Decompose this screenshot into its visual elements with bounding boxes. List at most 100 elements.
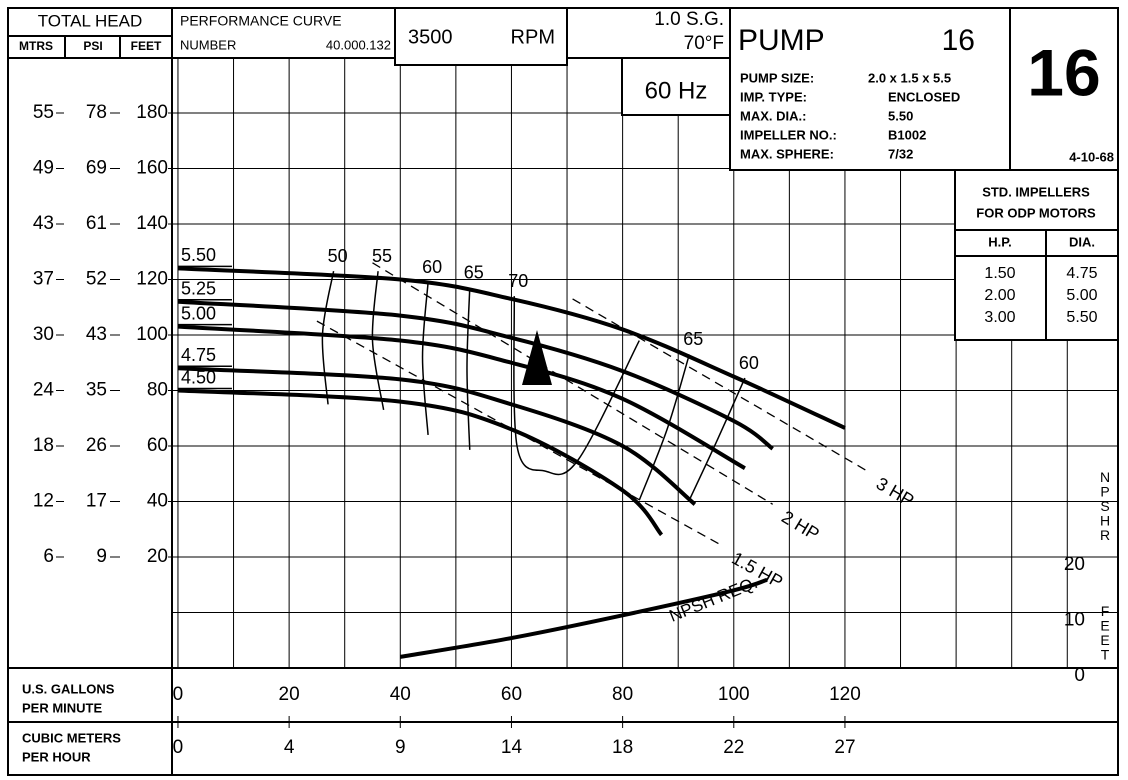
header: TOTAL HEAD MTRS PSI FEET PERFORMANCE CUR…	[19, 9, 1114, 326]
x-tick-label: 100	[718, 684, 750, 705]
axes: 2096401712602618803524100433012052371406…	[22, 102, 1110, 764]
spec-label: IMP. TYPE:	[740, 89, 807, 104]
temp: 70°F	[684, 33, 724, 54]
efficiency-label: 50	[328, 246, 348, 266]
x2-tick-label: 27	[834, 737, 855, 758]
table-cell: 5.00	[1066, 287, 1097, 304]
y-tick-label: 140	[136, 213, 168, 234]
mtrs-tick-label: 37	[33, 269, 54, 290]
spec-value: B1002	[888, 127, 926, 142]
y2-tick-label: 10	[1064, 610, 1085, 631]
mtrs-tick-label: 30	[33, 324, 54, 345]
hp-line	[316, 320, 723, 547]
spec-value: 7/32	[888, 146, 913, 161]
x-tick-label: 20	[279, 684, 300, 705]
impeller-table: STD. IMPELLERS FOR ODP MOTORS H.P. DIA. 1.50…	[976, 184, 1097, 326]
psi-tick-label: 52	[86, 269, 107, 290]
efficiency-label: 60	[422, 257, 442, 277]
psi-tick-label: 78	[86, 102, 107, 123]
y2-tick-label: 0	[1074, 665, 1085, 686]
y2-tick-label: 20	[1064, 554, 1085, 575]
curve-label: 5.25	[181, 278, 216, 298]
y-tick-label: 180	[136, 102, 168, 123]
efficiency-label: 55	[372, 246, 392, 266]
mtrs: MTRS	[19, 39, 53, 53]
efficiency-label: 65	[683, 329, 703, 349]
efficiency-curve	[321, 271, 335, 405]
y-tick-label: 40	[147, 491, 168, 512]
spec-value: 5.50	[888, 108, 913, 123]
x-axis-label: PER MINUTE	[22, 700, 103, 715]
curve	[399, 577, 768, 659]
table-title: STD. IMPELLERS	[982, 184, 1090, 199]
x2-tick-label: 14	[501, 737, 523, 758]
table-title: FOR ODP MOTORS	[976, 205, 1096, 220]
efficiency-curve	[513, 296, 640, 476]
mtrs-tick-label: 18	[33, 435, 54, 456]
x2-tick-label: 9	[395, 737, 406, 758]
mtrs-tick-label: 12	[33, 491, 54, 512]
performance-curve: PERFORMANCE CURVE	[180, 13, 342, 29]
x-axis-label: U.S. GALLONS	[22, 681, 115, 696]
efficiency-label: 65	[464, 263, 484, 283]
big-number: 16	[1027, 35, 1100, 109]
curve-label: 5.00	[181, 303, 216, 323]
spec-label: IMPELLER NO.:	[740, 127, 837, 142]
curve-label: 4.75	[181, 345, 216, 365]
total-head: TOTAL HEAD	[38, 11, 143, 30]
table-header: DIA.	[1069, 234, 1095, 249]
y-tick-label: 100	[136, 324, 168, 345]
table-cell: 1.50	[984, 265, 1015, 282]
psi: PSI	[83, 39, 102, 53]
efficiency-curve	[688, 377, 746, 501]
pump-number: 16	[942, 24, 975, 57]
y-tick-label: 20	[147, 546, 168, 567]
x-tick-label: 80	[612, 684, 633, 705]
y-tick-label: 120	[136, 269, 168, 290]
curve-label: 4.50	[181, 367, 216, 387]
psi-tick-label: 69	[86, 158, 107, 179]
feet: FEET	[131, 39, 162, 53]
curve	[177, 266, 846, 430]
efficiency-label: 70	[508, 271, 528, 291]
specs: PUMP SIZE: 2.0 x 1.5 x 5.5 IMP. TYPE: ENCLO…	[740, 70, 960, 161]
curve-label: 5.50	[181, 245, 216, 265]
hp-line	[572, 298, 868, 472]
curve-label: NPSH REQ.	[666, 573, 760, 626]
mtrs-tick-label: 55	[33, 102, 54, 123]
table-header: H.P.	[988, 234, 1012, 249]
psi-tick-label: 17	[86, 491, 107, 512]
y-tick-label: 160	[136, 158, 168, 179]
x2-axis-label: PER HOUR	[22, 749, 91, 764]
hp-line	[372, 262, 774, 505]
x2-tick-label: 0	[173, 737, 184, 758]
table-cell: 3.00	[984, 309, 1015, 326]
x2-tick-label: 22	[723, 737, 744, 758]
y-tick-label: 80	[147, 380, 168, 401]
table-cell: 2.00	[984, 287, 1015, 304]
mtrs-tick-label: 49	[33, 158, 54, 179]
curve-number: 40.000.132	[326, 37, 391, 52]
psi-tick-label: 35	[86, 380, 107, 401]
efficiency-curve	[466, 287, 471, 450]
table-cell: 4.75	[1066, 265, 1097, 282]
rpm-unit: RPM	[511, 26, 555, 48]
hz: 60 Hz	[645, 77, 708, 104]
efficiency-curve	[371, 271, 385, 411]
y-tick-label: 60	[147, 435, 168, 456]
psi-tick-label: 9	[96, 546, 107, 567]
x2-tick-label: 18	[612, 737, 633, 758]
mtrs-tick-label: 24	[33, 380, 55, 401]
psi-tick-label: 26	[86, 435, 107, 456]
x-tick-label: 120	[829, 684, 861, 705]
efficiency-curve	[421, 282, 429, 435]
frame	[7, 7, 1119, 776]
x2-tick-label: 4	[284, 737, 295, 758]
curve	[177, 324, 746, 470]
mtrs-tick-label: 43	[33, 213, 54, 234]
table-cell: 5.50	[1066, 309, 1097, 326]
spec-label: MAX. SPHERE:	[740, 146, 834, 161]
number-label: NUMBER	[180, 37, 236, 52]
